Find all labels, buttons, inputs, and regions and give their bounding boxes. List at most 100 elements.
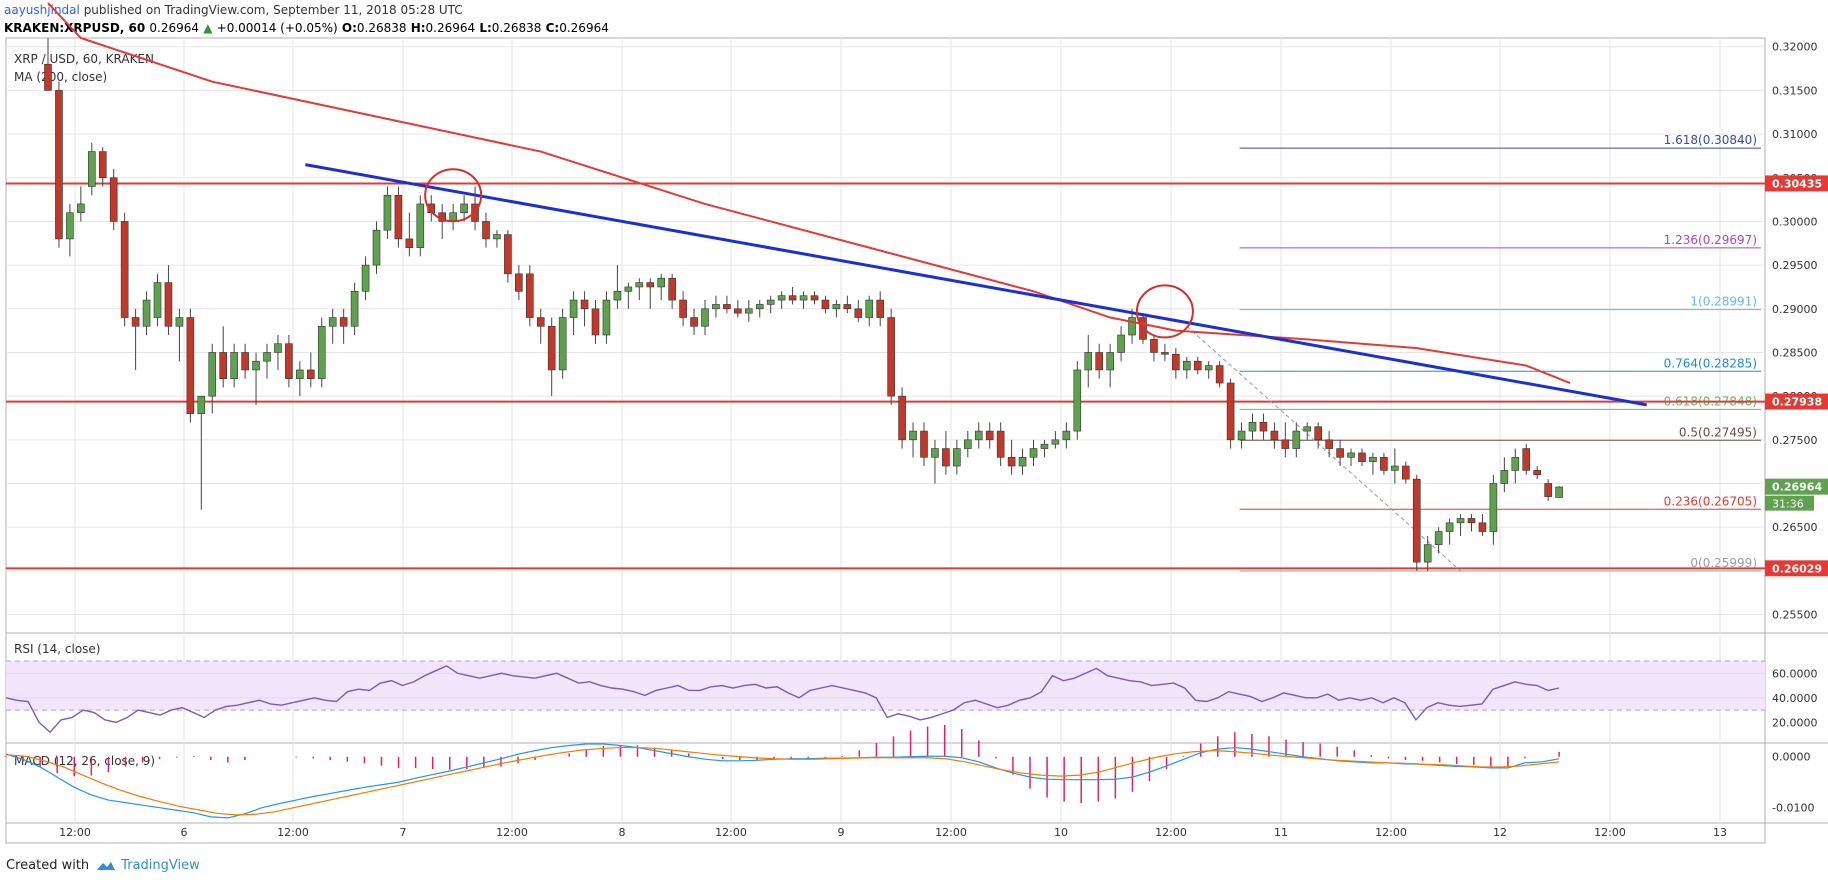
cloud-icon: [97, 861, 116, 870]
candle-body: [44, 63, 52, 91]
price-tag: [1765, 175, 1828, 192]
candle-body: [339, 317, 348, 327]
candle-body: [1226, 382, 1235, 441]
published-text: published on TradingView.com, September …: [83, 3, 463, 17]
up-arrow-icon: ▲: [203, 21, 213, 35]
candle-body: [131, 317, 140, 327]
candle-body: [1303, 426, 1312, 432]
price-tag: [1765, 560, 1828, 577]
candle-body: [744, 308, 753, 314]
candle-body: [1073, 369, 1082, 432]
candle-body: [449, 212, 457, 222]
ma-label: MA (200, close): [14, 70, 107, 84]
footer: Created with TradingView: [6, 858, 200, 873]
price-tag-label: 0.30435: [1772, 177, 1822, 190]
candle-body: [1555, 486, 1563, 498]
candle-body: [1533, 470, 1541, 476]
y-tick-label: 0.25500: [1772, 609, 1818, 622]
ohlc-bar: KRAKEN:XRPUSD, 60 0.26964 ▲ +0.00014 (+0…: [4, 21, 609, 35]
candle-body: [66, 212, 74, 240]
x-tick-label: 12:00: [1155, 826, 1187, 839]
candle-body: [942, 448, 950, 467]
candle-body: [383, 194, 392, 231]
candle-body: [1412, 478, 1421, 563]
candle-body: [1489, 483, 1498, 532]
candle-body: [558, 317, 567, 371]
candle-body: [591, 308, 600, 336]
candle-body: [285, 343, 293, 379]
candle-body: [963, 439, 972, 449]
candle-body: [799, 295, 808, 301]
candle-body: [274, 343, 282, 353]
fib-level-label: 0.5(0.27495): [1679, 425, 1757, 439]
close-value: 0.26964: [559, 21, 609, 35]
candle-body: [164, 282, 173, 327]
y-tick-label: 0.28500: [1772, 346, 1818, 359]
fib-level-label: 1(0.28991): [1690, 295, 1757, 309]
candle-body: [766, 299, 775, 305]
candle-body: [635, 282, 644, 288]
candle-body: [372, 229, 381, 266]
candle-body: [887, 317, 895, 397]
created-with-label: Created with: [6, 858, 90, 873]
x-tick-label: 13: [1713, 826, 1727, 839]
candle-body: [788, 295, 797, 301]
candle-body: [1150, 339, 1158, 353]
x-tick-label: 12:00: [59, 826, 91, 839]
candle-body: [755, 304, 764, 310]
open-value: 0.26838: [356, 21, 407, 35]
candle-body: [1237, 430, 1246, 441]
last-value: 0.26964: [149, 21, 200, 35]
macd-signal-line: [5, 746, 1560, 816]
candle-body: [1544, 483, 1552, 497]
author-link[interactable]: aayushjindal: [4, 3, 80, 17]
candle-body: [1183, 360, 1191, 371]
candle-body: [317, 325, 326, 379]
candle-body: [120, 221, 129, 318]
fib-level-label: 1.236(0.29697): [1664, 233, 1757, 247]
candle-body: [230, 352, 238, 379]
rsi-line: [5, 665, 1560, 734]
candle-body: [460, 203, 468, 214]
candle-body: [241, 352, 249, 371]
rsi-band: [6, 661, 1765, 711]
candle-body: [263, 352, 271, 362]
candle-body: [646, 282, 655, 288]
candle-body: [843, 304, 852, 310]
tradingview-logo[interactable]: TradingView: [95, 858, 200, 873]
candle-body: [1445, 522, 1454, 532]
y-tick-label: 0.29000: [1772, 303, 1818, 316]
candle-body: [832, 304, 841, 310]
candle-body: [1314, 426, 1322, 441]
x-tick-label: 10: [1054, 826, 1068, 839]
candle-body: [1511, 456, 1520, 471]
open-label: O:: [341, 21, 357, 35]
macd-tick-label: -0.0100: [1772, 802, 1814, 815]
candle-body: [580, 299, 589, 310]
highlight-circle: [1135, 284, 1194, 339]
y-tick-label: 0.29500: [1772, 259, 1818, 272]
highlight-circle: [424, 168, 483, 223]
candle-body: [350, 291, 359, 327]
change-value: +0.00014 (+0.05%): [216, 21, 338, 35]
candle-body: [777, 295, 786, 301]
candle-body: [1347, 452, 1355, 458]
candle-body: [1292, 430, 1301, 449]
candle-body: [1095, 352, 1103, 371]
candle-body: [996, 430, 1005, 458]
symbol-label: KRAKEN:XRPUSD, 60: [4, 21, 146, 35]
candle-body: [208, 352, 217, 397]
fib-level-label: 0.236(0.26705): [1664, 494, 1757, 508]
x-tick-label: 11: [1274, 826, 1288, 839]
candle-body: [1040, 443, 1049, 449]
candle-body: [920, 430, 928, 458]
candle-body: [1423, 544, 1432, 563]
candle-body: [657, 277, 666, 288]
candle-body: [1051, 439, 1060, 445]
candle-body: [723, 304, 731, 310]
candle-body: [953, 448, 961, 467]
candle-body: [1434, 531, 1443, 545]
candle-body: [1478, 522, 1487, 532]
candle-body: [536, 317, 545, 327]
